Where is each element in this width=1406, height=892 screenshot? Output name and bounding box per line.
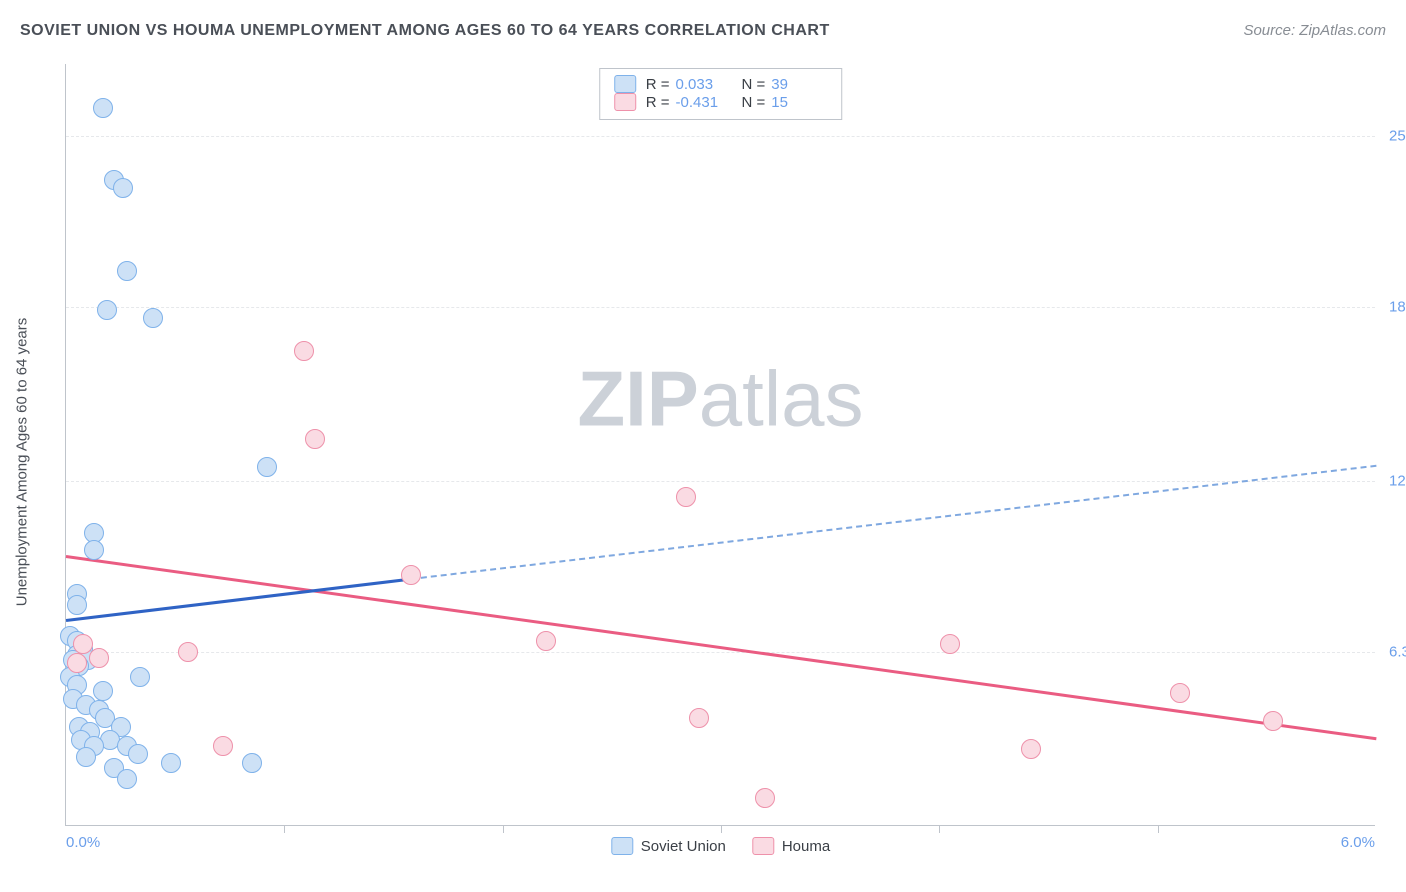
scatter-point-soviet [257, 457, 277, 477]
scatter-point-houma [213, 736, 233, 756]
scatter-point-houma [89, 648, 109, 668]
scatter-point-soviet [113, 178, 133, 198]
scatter-point-soviet [117, 261, 137, 281]
gridline [66, 136, 1375, 137]
trendline [66, 555, 1376, 740]
legend-stats-row-soviet: R = 0.033 N = 39 [614, 75, 828, 93]
legend-series: Soviet Union Houma [611, 837, 830, 855]
x-tick [1158, 825, 1159, 833]
scatter-point-houma [1021, 739, 1041, 759]
scatter-point-soviet [117, 769, 137, 789]
scatter-point-houma [536, 631, 556, 651]
scatter-point-houma [178, 642, 198, 662]
y-tick-label: 6.3% [1379, 644, 1406, 661]
scatter-point-soviet [93, 98, 113, 118]
scatter-point-houma [940, 634, 960, 654]
stat-n-houma: 15 [771, 94, 827, 111]
scatter-point-soviet [161, 753, 181, 773]
legend-label-houma: Houma [782, 838, 830, 855]
watermark-text-b: atlas [699, 354, 864, 442]
scatter-point-soviet [143, 308, 163, 328]
gridline [66, 481, 1375, 482]
swatch-soviet-icon [614, 75, 636, 93]
x-tick-label: 0.0% [66, 834, 100, 851]
y-tick-label: 25.0% [1379, 127, 1406, 144]
stat-r-key: R = [646, 76, 670, 93]
scatter-point-soviet [76, 747, 96, 767]
gridline [66, 652, 1375, 653]
scatter-point-houma [689, 708, 709, 728]
x-tick [721, 825, 722, 833]
watermark-text-a: ZIP [577, 354, 698, 442]
legend-item-houma: Houma [752, 837, 830, 855]
scatter-point-houma [294, 341, 314, 361]
scatter-point-houma [1263, 711, 1283, 731]
scatter-plot: ZIPatlas R =0.033 N =39 R =-0.431 N =15 … [65, 64, 1375, 826]
scatter-point-houma [305, 429, 325, 449]
scatter-point-houma [1170, 683, 1190, 703]
stat-r-soviet: 0.033 [676, 76, 732, 93]
swatch-houma-icon [614, 93, 636, 111]
legend-stats: R = 0.033 N = 39 R = -0.431 N = 15 [599, 68, 843, 120]
scatter-point-soviet [130, 667, 150, 687]
plot-area-wrap: Unemployment Among Ages 60 to 64 years Z… [50, 58, 1386, 865]
y-tick-label: 18.8% [1379, 298, 1406, 315]
scatter-point-soviet [97, 300, 117, 320]
x-tick [939, 825, 940, 833]
gridline [66, 307, 1375, 308]
swatch-soviet-icon [611, 837, 633, 855]
legend-stats-row-houma: R = -0.431 N = 15 [614, 93, 828, 111]
scatter-point-soviet [84, 540, 104, 560]
x-tick-label: 6.0% [1341, 834, 1375, 851]
title-row: SOVIET UNION VS HOUMA UNEMPLOYMENT AMONG… [20, 22, 1386, 40]
scatter-point-soviet [242, 753, 262, 773]
scatter-point-houma [67, 653, 87, 673]
source-label: Source: ZipAtlas.com [1243, 22, 1386, 39]
x-tick [503, 825, 504, 833]
chart-container: SOVIET UNION VS HOUMA UNEMPLOYMENT AMONG… [0, 0, 1406, 892]
x-tick [284, 825, 285, 833]
scatter-point-houma [755, 788, 775, 808]
scatter-point-soviet [128, 744, 148, 764]
y-axis-label: Unemployment Among Ages 60 to 64 years [14, 317, 31, 606]
swatch-houma-icon [752, 837, 774, 855]
scatter-point-soviet [93, 681, 113, 701]
watermark: ZIPatlas [577, 353, 863, 444]
legend-item-soviet: Soviet Union [611, 837, 726, 855]
scatter-point-houma [676, 487, 696, 507]
stat-r-houma: -0.431 [676, 94, 732, 111]
stat-n-key: N = [742, 76, 766, 93]
scatter-point-soviet [67, 595, 87, 615]
stat-n-soviet: 39 [771, 76, 827, 93]
trendline [66, 578, 411, 622]
stat-r-key: R = [646, 94, 670, 111]
legend-label-soviet: Soviet Union [641, 838, 726, 855]
scatter-point-houma [401, 565, 421, 585]
y-tick-label: 12.5% [1379, 472, 1406, 489]
chart-title: SOVIET UNION VS HOUMA UNEMPLOYMENT AMONG… [20, 22, 830, 40]
stat-n-key: N = [742, 94, 766, 111]
